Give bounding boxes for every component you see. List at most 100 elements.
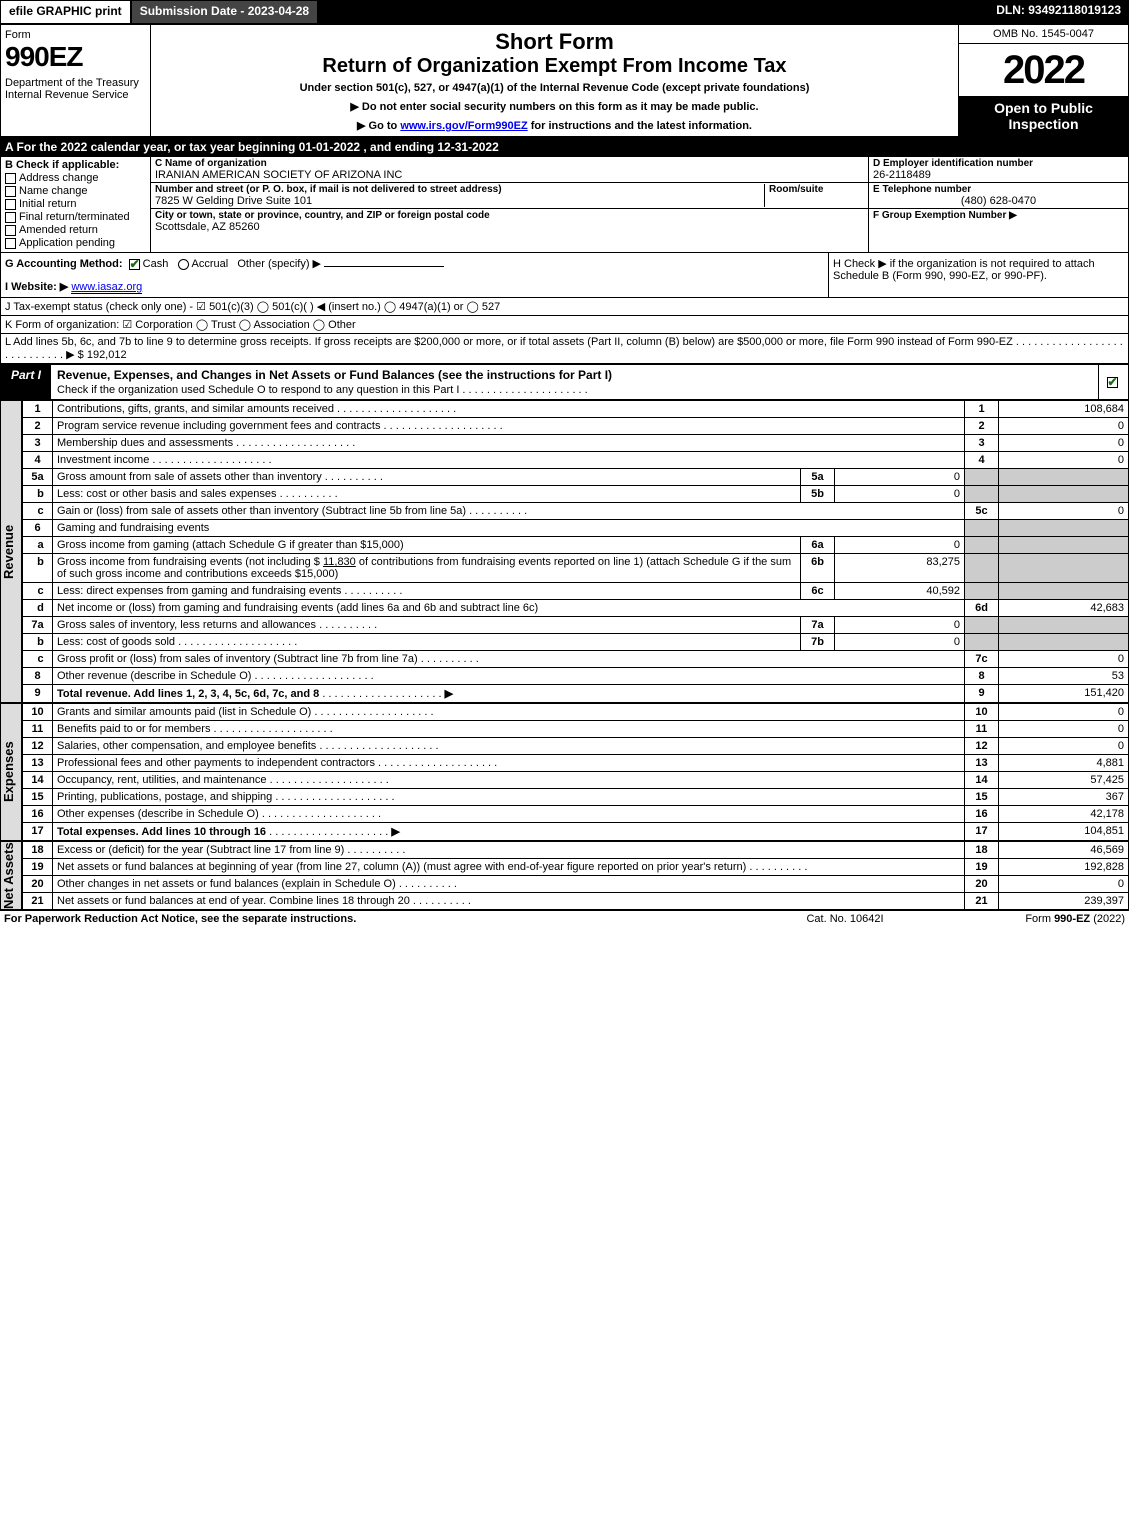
line-value: 0 bbox=[999, 651, 1129, 668]
street-label: Number and street (or P. O. box, if mail… bbox=[155, 184, 764, 195]
line-value: 192,828 bbox=[999, 859, 1129, 876]
line-12: 12 Salaries, other compensation, and empl… bbox=[23, 738, 1129, 755]
line-value: 0 bbox=[999, 704, 1129, 721]
line-desc: Grants and similar amounts paid (list in… bbox=[57, 706, 311, 718]
line-6b: bGross income from fundraising events (n… bbox=[23, 554, 1129, 583]
checkbox-cash[interactable] bbox=[129, 259, 140, 270]
line-desc: Other expenses (describe in Schedule O) bbox=[57, 808, 259, 820]
line-value: 0 bbox=[999, 435, 1129, 452]
form-footer-label: Form 990-EZ (2022) bbox=[945, 913, 1125, 925]
inner-value: 0 bbox=[835, 617, 965, 634]
grey-cell bbox=[999, 537, 1129, 554]
line-ref: 9 bbox=[965, 685, 999, 703]
line-num: 15 bbox=[23, 789, 53, 806]
line-ref: 2 bbox=[965, 418, 999, 435]
goto-note: ▶ Go to www.irs.gov/Form990EZ for instru… bbox=[159, 119, 950, 132]
line-desc: Net assets or fund balances at end of ye… bbox=[57, 895, 410, 907]
column-b: B Check if applicable: Address change Na… bbox=[1, 157, 151, 252]
line-num: c bbox=[23, 503, 53, 520]
line-desc: Gross amount from sale of assets other t… bbox=[57, 471, 322, 483]
line-value: 57,425 bbox=[999, 772, 1129, 789]
submission-date-button[interactable]: Submission Date - 2023-04-28 bbox=[131, 0, 318, 24]
grey-cell bbox=[965, 537, 999, 554]
line-value: 151,420 bbox=[999, 685, 1129, 703]
expenses-tab: Expenses bbox=[0, 703, 22, 841]
line-11: 11Benefits paid to or for members110 bbox=[23, 721, 1129, 738]
website-link[interactable]: www.iasaz.org bbox=[71, 281, 142, 294]
line-num: d bbox=[23, 600, 53, 617]
city-label: City or town, state or province, country… bbox=[155, 210, 864, 221]
row-l-value: 192,012 bbox=[87, 349, 127, 361]
chk-label: Application pending bbox=[19, 237, 115, 249]
net-assets-tab: Net Assets bbox=[0, 841, 22, 910]
part-1-title-text: Revenue, Expenses, and Changes in Net As… bbox=[57, 368, 612, 382]
line-value: 0 bbox=[999, 738, 1129, 755]
line-value: 0 bbox=[999, 721, 1129, 738]
efile-print-button[interactable]: efile GRAPHIC print bbox=[0, 0, 131, 24]
checkbox-final-return[interactable] bbox=[5, 212, 16, 223]
irs-link[interactable]: www.irs.gov/Form990EZ bbox=[400, 120, 527, 132]
radio-accrual[interactable] bbox=[178, 259, 189, 270]
line-ref: 21 bbox=[965, 893, 999, 910]
line-ref: 1 bbox=[965, 401, 999, 418]
org-name-value: IRANIAN AMERICAN SOCIETY OF ARIZONA INC bbox=[155, 169, 864, 181]
line-num: 21 bbox=[23, 893, 53, 910]
line-desc: Printing, publications, postage, and shi… bbox=[57, 791, 272, 803]
grey-cell bbox=[999, 617, 1129, 634]
ein-value: 26-2118489 bbox=[873, 169, 1124, 181]
line-19: 19Net assets or fund balances at beginni… bbox=[23, 859, 1129, 876]
checkbox-initial-return[interactable] bbox=[5, 199, 16, 210]
line-value: 46,569 bbox=[999, 842, 1129, 859]
line-num: 20 bbox=[23, 876, 53, 893]
line-num: b bbox=[23, 634, 53, 651]
line-desc: Gross profit or (loss) from sales of inv… bbox=[57, 653, 418, 665]
telephone-value: (480) 628-0470 bbox=[873, 195, 1124, 207]
column-c: C Name of organization IRANIAN AMERICAN … bbox=[151, 157, 868, 252]
line-6d: dNet income or (loss) from gaming and fu… bbox=[23, 600, 1129, 617]
col-b-header: B Check if applicable: bbox=[5, 159, 146, 171]
line-desc: Less: direct expenses from gaming and fu… bbox=[57, 585, 341, 597]
line-10: 10Grants and similar amounts paid (list … bbox=[23, 704, 1129, 721]
line-desc: Gross income from gaming (attach Schedul… bbox=[53, 537, 801, 554]
line-desc: Less: cost or other basis and sales expe… bbox=[57, 488, 277, 500]
paperwork-notice: For Paperwork Reduction Act Notice, see … bbox=[4, 913, 745, 925]
line-num: c bbox=[23, 583, 53, 600]
line-num: c bbox=[23, 651, 53, 668]
inner-label: 6a bbox=[801, 537, 835, 554]
other-specify-input[interactable] bbox=[324, 266, 444, 267]
line-7b: bLess: cost of goods sold7b0 bbox=[23, 634, 1129, 651]
line-num: b bbox=[23, 486, 53, 503]
ein-label: D Employer identification number bbox=[873, 158, 1124, 169]
room-label: Room/suite bbox=[769, 184, 864, 195]
line-desc: Contributions, gifts, grants, and simila… bbox=[57, 403, 334, 415]
line-18: 18Excess or (deficit) for the year (Subt… bbox=[23, 842, 1129, 859]
line-value: 53 bbox=[999, 668, 1129, 685]
line-desc: Benefits paid to or for members bbox=[57, 723, 210, 735]
chk-label: Name change bbox=[19, 185, 88, 197]
checkbox-schedule-o[interactable] bbox=[1107, 377, 1118, 388]
inner-label: 6b bbox=[801, 554, 835, 583]
line-6a: aGross income from gaming (attach Schedu… bbox=[23, 537, 1129, 554]
checkbox-application-pending[interactable] bbox=[5, 238, 16, 249]
line-desc: Salaries, other compensation, and employ… bbox=[57, 740, 316, 752]
revenue-tab: Revenue bbox=[0, 400, 22, 703]
line-desc: Occupancy, rent, utilities, and maintena… bbox=[57, 774, 267, 786]
goto-post: for instructions and the latest informat… bbox=[528, 120, 752, 132]
line-ref: 16 bbox=[965, 806, 999, 823]
line-value: 4,881 bbox=[999, 755, 1129, 772]
line-ref: 12 bbox=[965, 738, 999, 755]
other-label: Other (specify) ▶ bbox=[237, 258, 321, 270]
footer-form-pre: Form bbox=[1025, 913, 1054, 925]
checkbox-amended-return[interactable] bbox=[5, 225, 16, 236]
inner-label: 7b bbox=[801, 634, 835, 651]
inner-value: 0 bbox=[835, 634, 965, 651]
checkbox-name-change[interactable] bbox=[5, 186, 16, 197]
line-ref: 6d bbox=[965, 600, 999, 617]
catalog-number: Cat. No. 10642I bbox=[745, 913, 945, 925]
line-desc: Gross sales of inventory, less returns a… bbox=[57, 619, 316, 631]
line-desc: Other changes in net assets or fund bala… bbox=[57, 878, 396, 890]
row-j: J Tax-exempt status (check only one) - ☑… bbox=[0, 298, 1129, 316]
checkbox-address-change[interactable] bbox=[5, 173, 16, 184]
line-ref: 8 bbox=[965, 668, 999, 685]
line-desc: Gaming and fundraising events bbox=[53, 520, 965, 537]
